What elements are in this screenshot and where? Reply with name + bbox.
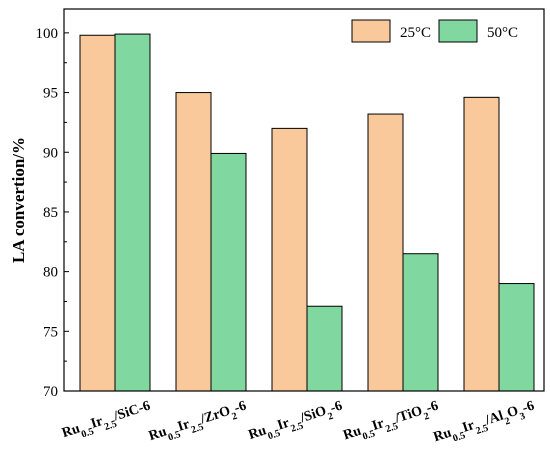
bar-50c-0: [114, 33, 151, 392]
bar-25c-4: [463, 96, 500, 392]
legend-label-0: 25°C: [400, 25, 431, 41]
bar-25c-2: [271, 127, 308, 392]
y-axis: 70 75 80 85 90 95 100: [36, 26, 69, 400]
y-tick-label-80: 80: [43, 265, 58, 281]
y-tick-label-90: 90: [43, 145, 58, 161]
bars-group: [79, 33, 535, 392]
bar-25c-0: [79, 34, 116, 392]
legend-swatch-1: [438, 19, 478, 43]
legend-label-1: 50°C: [487, 25, 518, 41]
y-tick-label-70: 70: [43, 384, 58, 400]
legend: 25°C 50°C: [351, 19, 518, 43]
bar-50c-3: [402, 253, 439, 392]
bar-50c-1: [210, 152, 247, 392]
bar-50c-2: [306, 305, 343, 392]
y-tick-label-85: 85: [43, 205, 58, 221]
y-tick-label-95: 95: [43, 86, 58, 102]
x-tick-label-2: Ru0.5Ir2.5/SiO2-6: [247, 399, 346, 448]
x-tick-label-0: Ru0.5Ir2.5/SiC-6: [60, 399, 153, 446]
plot-frame: [63, 8, 545, 392]
x-tick-label-1: Ru0.5Ir2.5/ZrO2-6: [147, 399, 250, 449]
x-tick-label-3: Ru0.5Ir2.5/TiO2-6: [341, 399, 441, 448]
bar-25c-3: [367, 113, 404, 392]
bar-50c-4: [498, 283, 535, 392]
x-axis: Ru0.5Ir2.5/SiC-6Ru0.5Ir2.5/ZrO2-6Ru0.5Ir…: [60, 386, 538, 450]
y-tick-label-75: 75: [43, 324, 58, 340]
y-axis-title: LA convertion/%: [9, 137, 28, 263]
x-tick-label-4: Ru0.5Ir2.5/Al2O3-6: [432, 399, 538, 450]
legend-swatch-0: [351, 19, 391, 43]
bar-25c-1: [175, 92, 212, 392]
y-tick-label-100: 100: [36, 26, 59, 42]
